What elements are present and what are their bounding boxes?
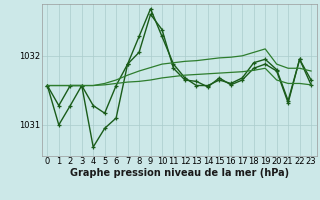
X-axis label: Graphe pression niveau de la mer (hPa): Graphe pression niveau de la mer (hPa)	[70, 168, 289, 178]
